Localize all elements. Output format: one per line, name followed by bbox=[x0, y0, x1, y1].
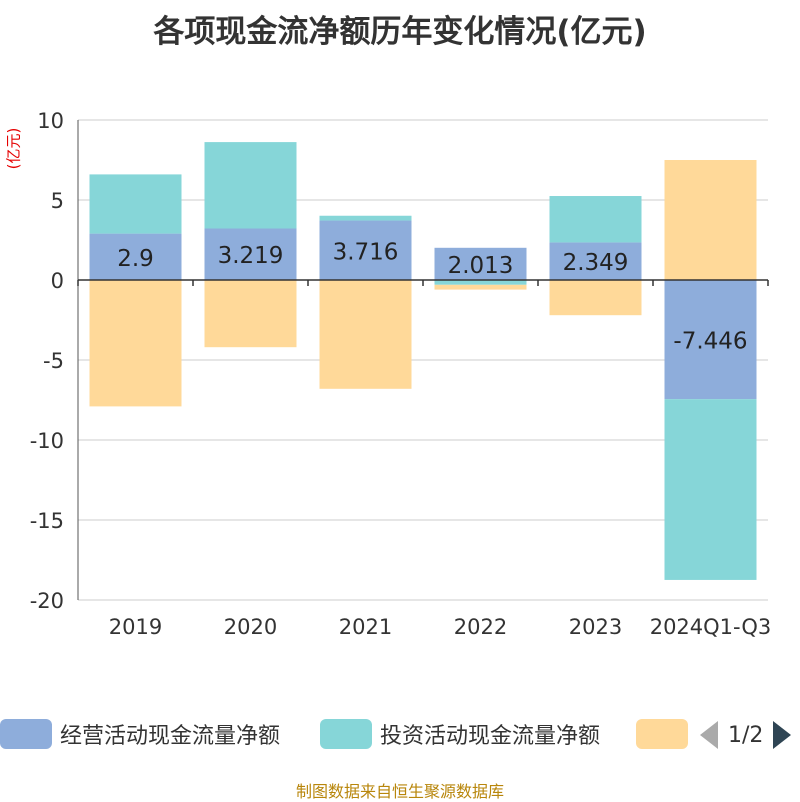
data-label: 2.9 bbox=[117, 246, 154, 272]
bar-financing-2019[interactable] bbox=[89, 280, 182, 407]
bar-operating-2023[interactable] bbox=[549, 242, 642, 280]
bar-investing-2021[interactable] bbox=[319, 215, 412, 221]
legend-item-financing[interactable] bbox=[636, 716, 688, 752]
bar-financing-2020[interactable] bbox=[204, 280, 297, 348]
bar-investing-2019[interactable] bbox=[89, 174, 182, 234]
data-label: 2.013 bbox=[448, 253, 514, 279]
data-label: 3.716 bbox=[333, 239, 399, 265]
legend-label-operating: 经营活动现金流量净额 bbox=[60, 724, 281, 749]
y-tick-label: -5 bbox=[43, 349, 64, 373]
y-tick-label: -15 bbox=[30, 509, 64, 533]
bar-financing-2021[interactable] bbox=[319, 280, 412, 389]
bar-operating-2019[interactable] bbox=[89, 233, 182, 280]
data-label: 3.219 bbox=[218, 243, 284, 269]
data-label: 2.349 bbox=[563, 250, 629, 276]
bar-investing-2023[interactable] bbox=[549, 196, 642, 243]
bar-investing-2022[interactable] bbox=[434, 280, 527, 285]
bar-financing-2024Q1-Q3[interactable] bbox=[664, 160, 757, 280]
x-tick-label: 2019 bbox=[109, 615, 162, 639]
legend-swatch-operating bbox=[0, 719, 52, 749]
y-tick-label: 5 bbox=[51, 189, 64, 213]
bar-investing-2024Q1-Q3[interactable] bbox=[664, 399, 757, 580]
y-tick-label: -20 bbox=[30, 589, 64, 613]
bar-operating-2024Q1-Q3[interactable] bbox=[664, 280, 757, 400]
bar-operating-2021[interactable] bbox=[319, 220, 412, 280]
legend-swatch-investing bbox=[320, 719, 372, 749]
chart-title: 各项现金流净额历年变化情况(亿元) bbox=[153, 14, 647, 50]
legend-item-investing[interactable]: 投资活动现金流量净额 bbox=[320, 716, 600, 752]
legend-pager: 1/2 bbox=[700, 718, 792, 752]
bar-financing-2023[interactable] bbox=[549, 280, 642, 316]
triangle-left-icon[interactable] bbox=[700, 721, 718, 749]
y-tick-label: -10 bbox=[30, 429, 64, 453]
bar-financing-2022[interactable] bbox=[434, 284, 527, 290]
data-label: -7.446 bbox=[673, 329, 747, 355]
legend-swatch-financing bbox=[636, 719, 688, 749]
y-tick-label: 10 bbox=[37, 109, 64, 133]
bar-investing-2020[interactable] bbox=[204, 142, 297, 229]
bar-operating-2020[interactable] bbox=[204, 228, 297, 280]
triangle-right-icon[interactable] bbox=[773, 721, 792, 749]
legend-item-operating[interactable]: 经营活动现金流量净额 bbox=[0, 716, 280, 752]
x-tick-label: 2024Q1-Q3 bbox=[650, 615, 772, 639]
x-tick-label: 2022 bbox=[454, 615, 507, 639]
legend: 经营活动现金流量净额 投资活动现金流量净额 bbox=[0, 716, 800, 756]
x-tick-label: 2023 bbox=[569, 615, 622, 639]
legend-page-indicator: 1/2 bbox=[728, 722, 764, 748]
legend-label-investing: 投资活动现金流量净额 bbox=[380, 724, 601, 749]
bar-operating-2022[interactable] bbox=[434, 247, 527, 280]
x-tick-label: 2021 bbox=[339, 615, 392, 639]
data-source: 制图数据来自恒生聚源数据库 bbox=[295, 782, 504, 801]
y-tick-label: 0 bbox=[51, 269, 64, 293]
x-tick-label: 2020 bbox=[224, 615, 277, 639]
bar-chart: 10 5 0 -5 -10 -15 -20 2.9 2019 3.219 2020 3.716 2021… bbox=[30, 109, 772, 639]
